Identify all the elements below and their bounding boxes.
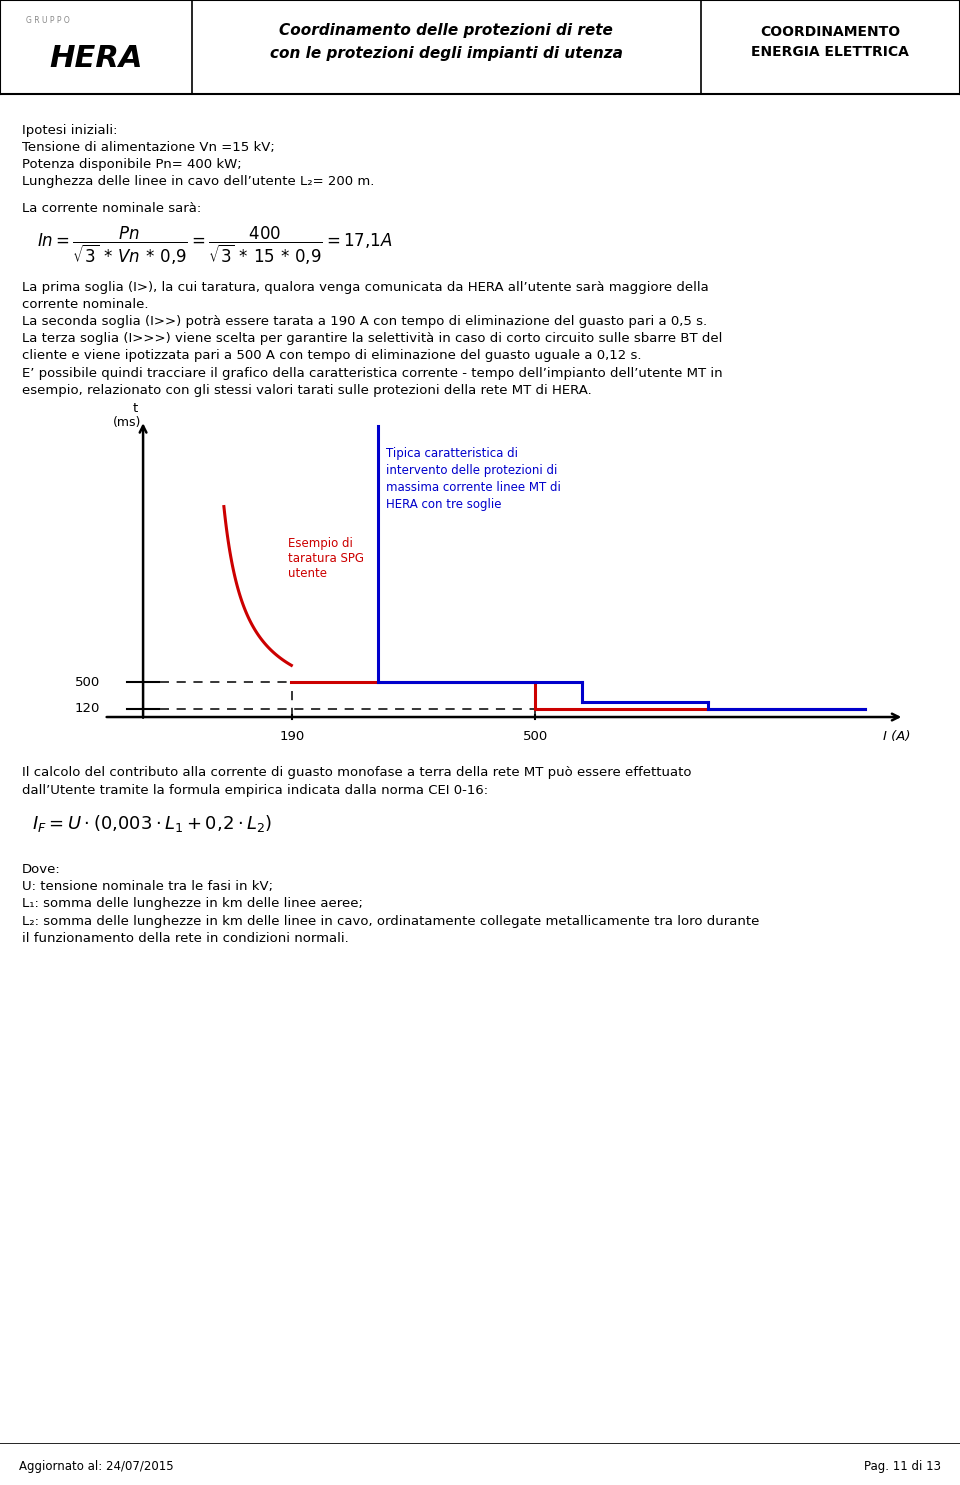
Text: dall’Utente tramite la formula empirica indicata dalla norma CEI 0-16:: dall’Utente tramite la formula empirica … [22,784,488,796]
Text: esempio, relazionato con gli stessi valori tarati sulle protezioni della rete MT: esempio, relazionato con gli stessi valo… [22,383,591,396]
Text: I (A): I (A) [882,729,910,742]
Text: il funzionamento della rete in condizioni normali.: il funzionamento della rete in condizion… [22,931,348,944]
Text: U: tensione nominale tra le fasi in kV;: U: tensione nominale tra le fasi in kV; [22,881,273,894]
Text: cliente e viene ipotizzata pari a 500 A con tempo di eliminazione del guasto ugu: cliente e viene ipotizzata pari a 500 A … [22,349,641,362]
Text: La terza soglia (I>>>) viene scelta per garantire la selettività in caso di cort: La terza soglia (I>>>) viene scelta per … [22,333,722,346]
Text: L₁: somma delle lunghezze in km delle linee aeree;: L₁: somma delle lunghezze in km delle li… [22,897,363,910]
Text: Il calcolo del contributo alla corrente di guasto monofase a terra della rete MT: Il calcolo del contributo alla corrente … [22,766,691,780]
Text: Dove:: Dove: [22,863,60,876]
Text: Lunghezza delle linee in cavo dell’utente L₂= 200 m.: Lunghezza delle linee in cavo dell’utent… [22,175,374,189]
Text: corrente nominale.: corrente nominale. [22,298,149,310]
Text: 190: 190 [279,729,304,742]
Text: HERA: HERA [49,43,143,73]
Text: 500: 500 [523,729,548,742]
Text: Ipotesi iniziali:: Ipotesi iniziali: [22,123,117,137]
Text: $I_F = U \cdot \left(0{,}003 \cdot L_1 + 0{,}2 \cdot L_2\right)$: $I_F = U \cdot \left(0{,}003 \cdot L_1 +… [32,812,273,833]
Text: E’ possibile quindi tracciare il grafico della caratteristica corrente - tempo d: E’ possibile quindi tracciare il grafico… [22,367,723,380]
Text: L₂: somma delle lunghezze in km delle linee in cavo, ordinatamente collegate met: L₂: somma delle lunghezze in km delle li… [22,915,759,928]
Text: Potenza disponibile Pn= 400 kW;: Potenza disponibile Pn= 400 kW; [22,157,242,171]
Text: La seconda soglia (I>>) potrà essere tarata a 190 A con tempo di eliminazione de: La seconda soglia (I>>) potrà essere tar… [22,315,708,328]
Text: Tensione di alimentazione Vn =15 kV;: Tensione di alimentazione Vn =15 kV; [22,141,275,154]
Text: $In = \dfrac{Pn}{\sqrt{3}\,*\,Vn\,*\,0{,}9} = \dfrac{400}{\sqrt{3}\,*\,15\,*\,0{: $In = \dfrac{Pn}{\sqrt{3}\,*\,Vn\,*\,0{,… [37,224,393,267]
Text: 500: 500 [75,676,100,689]
Text: Tipica caratteristica di
intervento delle protezioni di
massima corrente linee M: Tipica caratteristica di intervento dell… [386,447,562,511]
Text: COORDINAMENTO
ENERGIA ELETTRICA: COORDINAMENTO ENERGIA ELETTRICA [752,25,909,59]
Text: 120: 120 [75,702,100,716]
Text: Coordinamento delle protezioni di rete
con le protezioni degli impianti di utenz: Coordinamento delle protezioni di rete c… [270,24,623,61]
Text: G R U P P O: G R U P P O [26,16,70,25]
Text: t: t [132,402,138,416]
Text: (ms): (ms) [113,416,141,429]
Text: La corrente nominale sarà:: La corrente nominale sarà: [22,202,202,215]
Text: Esempio di
taratura SPG
utente: Esempio di taratura SPG utente [288,536,364,579]
Text: Pag. 11 di 13: Pag. 11 di 13 [864,1460,941,1473]
Text: Aggiornato al: 24/07/2015: Aggiornato al: 24/07/2015 [19,1460,174,1473]
Text: La prima soglia (I>), la cui taratura, qualora venga comunicata da HERA all’uten: La prima soglia (I>), la cui taratura, q… [22,281,708,294]
